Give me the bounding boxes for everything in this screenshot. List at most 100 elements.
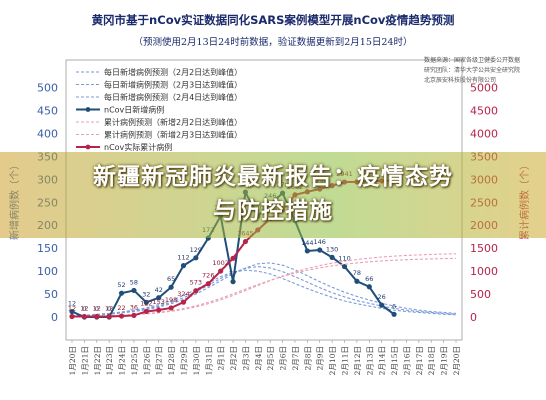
data-point	[168, 284, 174, 290]
y-right-tick-label: 1500	[470, 242, 498, 255]
data-label: 130	[326, 245, 338, 253]
y-left-tick-label: 150	[37, 242, 58, 255]
x-tick-label: 1月20日	[68, 346, 77, 375]
y-right-tick-label: 1000	[470, 265, 498, 278]
data-point	[341, 263, 348, 270]
legend-label: nCov日新增病例	[104, 105, 164, 115]
legend-label: nCov实际累计病例	[104, 142, 172, 152]
source-line: 研究团队：清华大学公共安全研究院	[424, 67, 521, 74]
data-point	[205, 281, 211, 287]
data-point	[168, 305, 174, 311]
x-tick-label: 2月6日	[279, 346, 288, 371]
data-label: 26	[378, 293, 386, 301]
data-label: 129	[190, 246, 202, 254]
x-tick-label: 1月27日	[155, 346, 164, 375]
x-tick-label: 1月30日	[192, 346, 201, 375]
data-label: 32	[142, 290, 150, 298]
x-tick-label: 2月18日	[427, 346, 436, 375]
x-tick-label: 2月19日	[440, 346, 449, 375]
overlay-banner	[0, 152, 546, 238]
x-tick-label: 2月15日	[390, 346, 399, 375]
x-tick-label: 2月5日	[266, 346, 275, 371]
data-label: 144	[301, 239, 313, 247]
x-tick-label: 2月1日	[217, 346, 226, 371]
data-label: 110	[338, 255, 350, 263]
data-point	[379, 302, 385, 308]
x-tick-label: 2月4日	[254, 346, 263, 371]
y-right-tick-label: 500	[470, 288, 491, 301]
data-label: 0	[82, 305, 86, 313]
y-left-tick-label: 500	[37, 82, 58, 95]
data-point	[143, 308, 149, 315]
y-left-tick-label: 100	[37, 265, 58, 278]
x-tick-label: 2月12日	[353, 346, 362, 375]
chart-subtitle: （预测使用2月13日24时前数据，验证数据更新到2月15日24时）	[133, 37, 413, 48]
y-right-tick-label: 5000	[470, 82, 498, 95]
y-right-tick-label: 4500	[470, 104, 498, 117]
x-tick-label: 2月13日	[365, 346, 374, 375]
banner-line-2: 与防控措施	[213, 198, 333, 224]
data-label: 65	[167, 275, 175, 283]
data-label: 324	[177, 290, 189, 298]
data-label: 198	[165, 296, 177, 304]
series-line	[71, 257, 457, 318]
data-label: 153	[152, 298, 164, 306]
legend-label: 每日新增病例预测（2月2日达到峰值）	[104, 67, 242, 77]
data-point	[118, 290, 125, 296]
data-label: 12	[68, 300, 76, 308]
data-point	[242, 238, 249, 245]
x-tick-label: 1月23日	[105, 346, 114, 375]
y-right-tick-label: 4000	[470, 127, 498, 140]
legend-marker	[85, 144, 91, 150]
x-tick-label: 1月24日	[118, 346, 127, 375]
x-tick-label: 1月31日	[204, 346, 213, 375]
x-tick-label: 2月17日	[415, 346, 424, 375]
x-tick-label: 1月21日	[80, 346, 89, 375]
source-note: 数据来源：国家各级卫健委公开数据 研究团队：清华大学公共安全研究院 北京辰安科技…	[424, 56, 520, 86]
data-label: 78	[353, 269, 361, 277]
y-left-tick-label: 400	[37, 127, 58, 140]
y-left-tick-label: 450	[37, 104, 58, 117]
x-tick-label: 2月11日	[341, 346, 350, 375]
data-point	[118, 313, 125, 319]
data-point	[143, 299, 149, 305]
x-tick-label: 1月25日	[130, 346, 139, 375]
x-tick-label: 1月28日	[167, 346, 176, 375]
data-label: 0	[95, 305, 99, 313]
legend: 每日新增病例预测（2月2日达到峰值） 每日新增病例预测（2月3日达到峰值） 每日新增…	[76, 67, 242, 152]
overlay-banner-text: 新疆新冠肺炎最新报告：疫情态势 与防控措施	[40, 160, 506, 228]
y-left-tick-label: 50	[44, 288, 58, 301]
x-tick-label: 2月9日	[316, 346, 325, 371]
x-tick-label: 2月2日	[229, 346, 238, 371]
data-point	[69, 308, 75, 315]
data-label: 112	[177, 254, 189, 262]
data-label: 0	[107, 305, 111, 313]
data-point	[193, 288, 199, 294]
data-point	[156, 295, 162, 301]
data-label: 1002	[212, 259, 229, 267]
series-line	[71, 253, 457, 318]
data-label: 573	[190, 279, 202, 287]
data-point	[391, 311, 397, 317]
data-point	[180, 263, 187, 269]
data-label: 12	[68, 304, 76, 312]
data-label: 122	[140, 299, 152, 307]
x-tick-label: 2月7日	[291, 346, 300, 371]
legend-label: 累计病例预测（新增2月2日达到峰值）	[104, 117, 242, 127]
data-label: 146	[314, 238, 326, 246]
x-tick-label: 2月8日	[303, 346, 312, 371]
data-point	[304, 248, 310, 254]
x-tick-label: 1月22日	[93, 346, 102, 375]
data-point	[193, 255, 199, 261]
legend-label: 每日新增病例预测（2月4日达到峰值）	[104, 92, 242, 102]
data-label: 12	[80, 304, 88, 312]
x-tick-label: 1月29日	[179, 346, 188, 375]
x-tick-label: 2月20日	[452, 346, 461, 375]
data-point	[317, 247, 323, 253]
x-tick-label: 2月14日	[378, 346, 387, 375]
data-point	[94, 313, 100, 320]
data-label: 12	[105, 304, 113, 312]
x-tick-label: 1月26日	[142, 346, 151, 375]
source-line: 数据来源：国家各级卫健委公开数据	[424, 57, 521, 64]
series-line	[71, 266, 457, 317]
